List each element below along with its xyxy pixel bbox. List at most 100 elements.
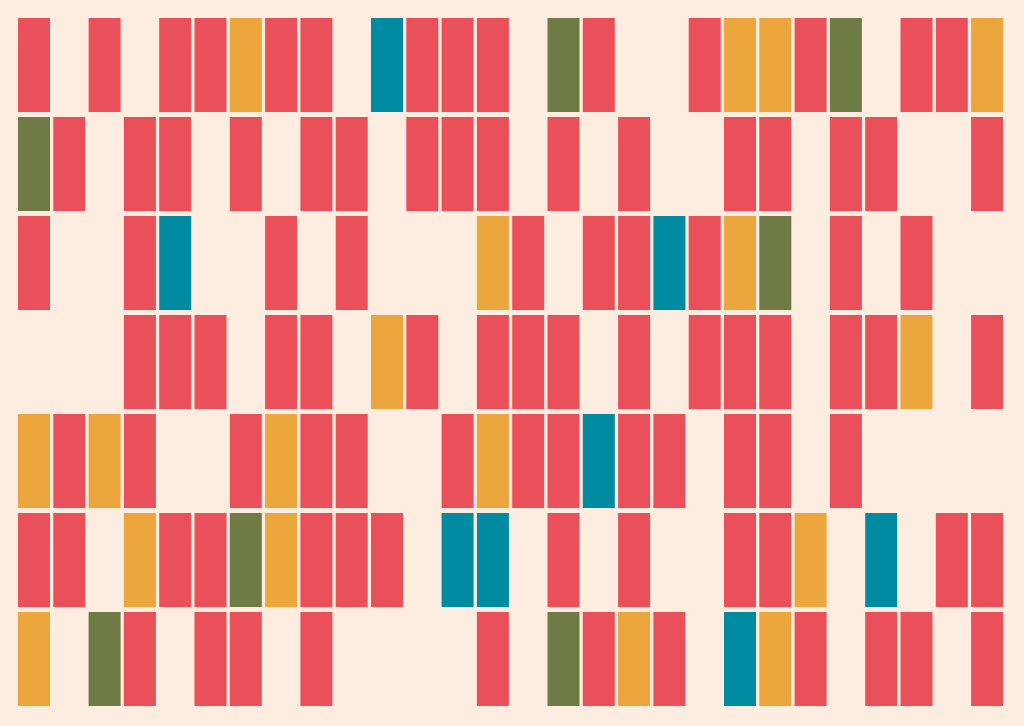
tile: [759, 414, 792, 508]
tile: [618, 414, 651, 508]
tile: [759, 117, 792, 211]
tile: [724, 612, 756, 706]
tile: [441, 414, 474, 508]
tile: [406, 117, 439, 211]
tile: [335, 216, 368, 310]
tile: [406, 18, 439, 112]
tile: [371, 18, 403, 112]
tile: [335, 117, 368, 211]
tile: [441, 18, 474, 112]
tile: [476, 216, 509, 310]
tile: [406, 315, 439, 409]
tile: [794, 18, 827, 112]
tile: [900, 18, 933, 112]
tile: [265, 513, 298, 607]
tile: [300, 612, 333, 706]
tile: [18, 414, 50, 508]
tile: [265, 216, 298, 310]
tile: [971, 612, 1004, 706]
tile: [476, 513, 509, 607]
tile: [547, 414, 580, 508]
tile: [971, 18, 1004, 112]
tile: [724, 216, 756, 310]
tile: [794, 612, 827, 706]
tile: [123, 612, 156, 706]
tile: [865, 315, 898, 409]
tile: [865, 513, 898, 607]
tile: [582, 612, 615, 706]
tile: [159, 513, 192, 607]
tile: [759, 612, 792, 706]
tile: [900, 315, 933, 409]
tile: [194, 513, 227, 607]
tile: [265, 315, 298, 409]
tile: [123, 216, 156, 310]
tile: [512, 216, 545, 310]
tile: [724, 117, 756, 211]
tile: [229, 513, 262, 607]
tile: [794, 513, 827, 607]
tile: [88, 18, 121, 112]
tile: [476, 18, 509, 112]
tile: [829, 414, 862, 508]
tile: [123, 315, 156, 409]
tile: [512, 414, 545, 508]
tile: [300, 18, 333, 112]
tile: [618, 513, 651, 607]
tile: [18, 18, 50, 112]
tile: [900, 612, 933, 706]
tile: [159, 216, 192, 310]
tile: [300, 414, 333, 508]
tile: [476, 315, 509, 409]
tile: [582, 414, 615, 508]
tile: [724, 414, 756, 508]
tile: [582, 216, 615, 310]
tile: [476, 414, 509, 508]
tile: [759, 315, 792, 409]
tile: [371, 513, 403, 607]
tile: [547, 18, 580, 112]
tile: [335, 414, 368, 508]
tile: [123, 414, 156, 508]
tile: [935, 513, 968, 607]
tile: [829, 117, 862, 211]
tile: [300, 117, 333, 211]
tile: [971, 513, 1004, 607]
tile: [229, 612, 262, 706]
tile: [547, 117, 580, 211]
tile: [618, 612, 651, 706]
tile: [829, 315, 862, 409]
tile: [653, 612, 686, 706]
tile: [53, 513, 86, 607]
tile: [653, 414, 686, 508]
tile: [829, 18, 862, 112]
tile: [194, 18, 227, 112]
tile: [229, 414, 262, 508]
tile: [300, 513, 333, 607]
tile: [335, 513, 368, 607]
tile: [688, 315, 721, 409]
tile: [618, 315, 651, 409]
tile: [265, 18, 298, 112]
tile: [53, 117, 86, 211]
tile: [759, 18, 792, 112]
tile: [88, 612, 121, 706]
tile: [159, 18, 192, 112]
tile: [547, 315, 580, 409]
tile: [229, 117, 262, 211]
tile: [123, 513, 156, 607]
tile: [900, 216, 933, 310]
tile: [759, 216, 792, 310]
tile: [865, 612, 898, 706]
tile: [547, 513, 580, 607]
tile: [618, 117, 651, 211]
tile: [476, 117, 509, 211]
tile: [582, 18, 615, 112]
tile: [159, 117, 192, 211]
tile: [159, 315, 192, 409]
tile: [441, 513, 474, 607]
tile: [547, 612, 580, 706]
tile: [18, 612, 50, 706]
